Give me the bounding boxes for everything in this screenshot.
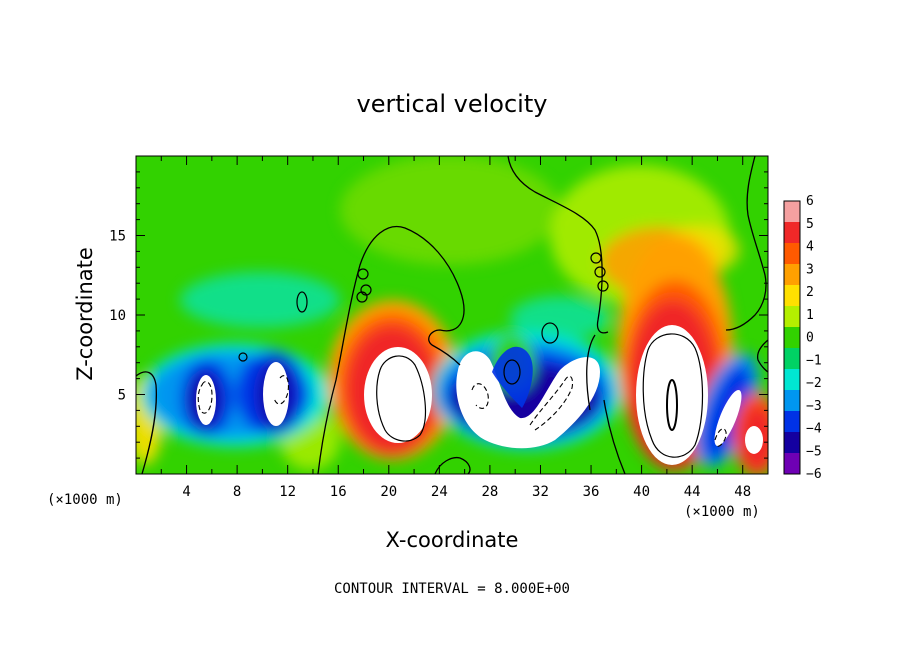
contour-small-9 (541, 322, 559, 344)
white-core-center (456, 351, 600, 449)
x-tick-label: 4 (182, 484, 190, 500)
contour-small-5 (356, 291, 368, 303)
colorbar-label: −1 (806, 353, 822, 368)
colorbar-swatch (784, 348, 800, 370)
colorbar-swatch (784, 201, 800, 223)
colorbar-label: 4 (806, 240, 814, 255)
contour-inner-42 (666, 379, 678, 431)
x-tick-label: 40 (633, 484, 650, 500)
colorbar-label: −3 (806, 399, 822, 414)
contour-zero-left (136, 371, 158, 474)
colorbar: 6 5 4 3 2 1 0 −1 −2 −3 −4 −5 −6 (783, 194, 822, 482)
contour-small-8 (597, 280, 609, 292)
contour-zero-right-cell (603, 399, 626, 474)
colorbar-label: −5 (806, 444, 822, 459)
colorbar-swatch (784, 390, 800, 412)
field-blob-mid-1 (180, 272, 340, 328)
contour-zero-right-edge (756, 339, 768, 373)
colorbar-label: 5 (806, 217, 814, 232)
white-core-49 (745, 426, 763, 454)
colorbar-swatch (784, 285, 800, 307)
x-tick-label: 8 (233, 484, 241, 500)
x-tick-label: 48 (734, 484, 751, 500)
colorbar-label: −6 (806, 467, 822, 482)
colorbar-label: 2 (806, 285, 814, 300)
x-tick-label: 44 (684, 484, 701, 500)
y-tick-label: 10 (109, 308, 126, 324)
x-axis-title: X-coordinate (386, 528, 519, 552)
field-blob-upper-1 (340, 156, 560, 265)
contour-core-20 (376, 355, 426, 442)
colorbar-swatch (784, 369, 800, 391)
green-notch-center (492, 346, 533, 408)
colorbar-swatch (784, 222, 800, 244)
x-tick-label: 12 (279, 484, 296, 500)
colorbar-swatch (784, 432, 800, 454)
x-tick-label: 24 (431, 484, 448, 500)
contour-neg-46 (714, 428, 727, 447)
white-core-left-b (263, 362, 289, 426)
colorbar-label: −4 (806, 422, 822, 437)
contour-small-6 (590, 252, 602, 264)
contour-zero-central-dome (317, 226, 465, 474)
colorbar-label: −2 (806, 376, 822, 391)
x-axis-unit-right: (×1000 m) (684, 504, 760, 520)
contour-zero-center-bottom (434, 456, 471, 474)
contour-zero-right-upper (507, 156, 609, 334)
contour-small-1 (296, 291, 308, 313)
chart-title: vertical velocity (357, 90, 548, 118)
colorbar-swatch (784, 306, 800, 328)
contour-neg-left-b (273, 375, 289, 405)
x-axis-ticks: 4 8 12 16 20 24 28 32 36 40 44 48 (160, 156, 751, 500)
x-tick-label: 36 (583, 484, 600, 500)
colorbar-label: 3 (806, 262, 814, 277)
contour-small-3 (357, 268, 369, 280)
white-core-left-a (196, 375, 216, 425)
heatmap-field (136, 156, 768, 474)
colorbar-frame (783, 200, 801, 475)
contour-zero-far-right (725, 156, 767, 331)
contour-zero-mid (586, 334, 596, 411)
contour-small-2 (238, 352, 248, 362)
contour-interval-note: CONTOUR INTERVAL = 8.000E+00 (334, 581, 570, 597)
colorbar-label: 6 (806, 194, 814, 209)
field-blob-mid-2 (510, 296, 610, 340)
colorbar-swatch (784, 453, 800, 475)
x-tick-label: 20 (380, 484, 397, 500)
contour-small-10 (503, 359, 521, 385)
x-axis-unit-left: (×1000 m) (47, 492, 123, 508)
colorbar-label: 1 (806, 308, 814, 323)
x-tick-label: 32 (532, 484, 549, 500)
white-core-20 (364, 347, 432, 443)
x-tick-label: 16 (330, 484, 347, 500)
y-axis-ticks: 5 10 15 (109, 171, 768, 459)
contour-core-42 (642, 333, 704, 458)
white-core-46 (714, 390, 742, 446)
y-tick-label: 5 (118, 388, 126, 404)
colorbar-swatch (784, 327, 800, 349)
contour-neg-center-a (471, 383, 489, 409)
y-tick-label: 15 (109, 229, 126, 245)
colorbar-label: 0 (806, 331, 814, 346)
y-axis-title: Z-coordinate (73, 247, 97, 381)
white-core-42 (636, 325, 708, 465)
colorbar-swatch (784, 243, 800, 265)
contour-neg-center-b (529, 375, 574, 431)
x-tick-label: 28 (481, 484, 498, 500)
colorbar-swatch (784, 264, 800, 286)
contour-small-7 (594, 266, 606, 278)
colorbar-swatch (784, 411, 800, 433)
